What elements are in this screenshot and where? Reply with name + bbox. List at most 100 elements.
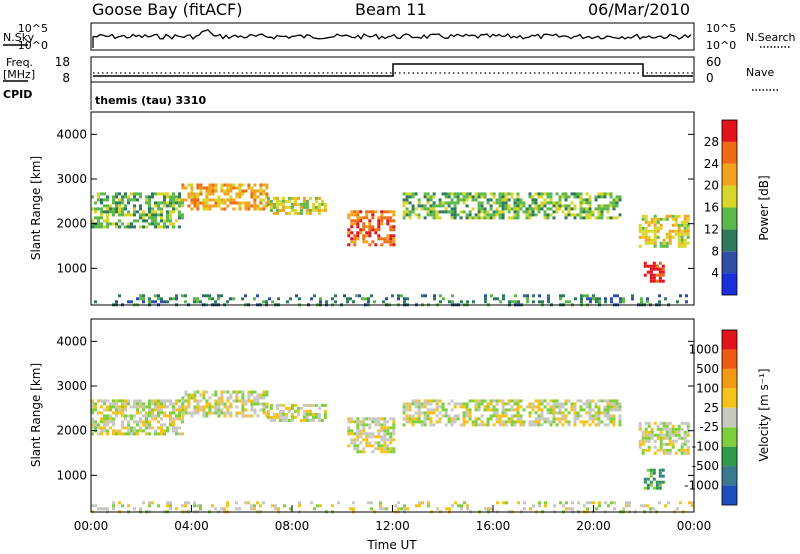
heatmap-cell [127, 432, 130, 436]
heatmap-cell [650, 238, 654, 242]
heatmap-cell [612, 405, 616, 409]
heatmap-cell [253, 402, 257, 406]
heatmap-cell [531, 402, 535, 406]
heatmap-cell [97, 507, 100, 511]
heatmap-cell [97, 219, 100, 223]
heatmap-cell [281, 415, 285, 419]
heatmap-cell [278, 412, 282, 416]
heatmap-cell [202, 396, 206, 400]
heatmap-cell [450, 210, 454, 214]
heatmap-cell [559, 297, 562, 301]
heatmap-cell [622, 507, 625, 511]
heatmap-cell [142, 297, 145, 301]
heatmap-cell [214, 300, 217, 304]
heatmap-cell [142, 213, 145, 217]
heatmap-cell [658, 279, 662, 283]
heatmap-cell [293, 202, 297, 206]
heatmap-cell [492, 213, 496, 217]
heatmap-cell [358, 294, 361, 298]
heatmap-cell [187, 396, 191, 400]
heatmap-cell [565, 507, 568, 511]
heatmap-cell [124, 207, 127, 211]
heatmap-cell [450, 198, 454, 202]
heatmap-cell [269, 205, 273, 209]
heatmap-cell [217, 408, 221, 412]
heatmap-cell [544, 501, 547, 505]
colorbar-swatch [722, 163, 737, 186]
heatmap-cell [649, 480, 653, 484]
heatmap-cell [220, 393, 224, 397]
heatmap-cell [456, 195, 460, 199]
heatmap-cell [139, 204, 142, 208]
heatmap-cell [429, 210, 433, 214]
heatmap-cell [347, 432, 351, 436]
colorbar-tick-label: -500 [692, 459, 719, 473]
heatmap-cell [588, 402, 592, 406]
heatmap-cell [444, 414, 448, 418]
heatmap-cell [142, 501, 145, 505]
heatmap-cell [100, 432, 103, 436]
heatmap-cell [91, 408, 94, 412]
heatmap-cell [109, 204, 112, 208]
heatmap-cell [266, 415, 270, 419]
heatmap-cell [564, 204, 568, 208]
heatmap-cell [103, 423, 106, 427]
heatmap-cell [367, 300, 370, 304]
heatmap-cell [142, 219, 145, 223]
heatmap-cell [389, 237, 393, 241]
heatmap-cell [232, 390, 236, 394]
heatmap-cell [691, 504, 694, 508]
heatmap-cell [181, 405, 184, 409]
heatmap-cell [441, 405, 445, 409]
heatmap-cell [652, 276, 656, 280]
heatmap-cell [680, 232, 684, 236]
heatmap-cell [426, 417, 430, 421]
heatmap-cell [124, 402, 127, 406]
heatmap-cell [380, 438, 384, 442]
heatmap-cell [353, 210, 357, 214]
heatmap-cell [483, 423, 487, 427]
heatmap-cell [406, 297, 409, 301]
heatmap-cell [217, 399, 221, 403]
heatmap-cell [238, 201, 242, 205]
heatmap-cell [468, 216, 472, 220]
heatmap-cell [103, 210, 106, 214]
heatmap-cell [178, 432, 181, 436]
heatmap-cell [359, 219, 363, 223]
heatmap-cell [118, 201, 121, 205]
heatmap-cell [244, 204, 248, 208]
heatmap-cell [103, 219, 106, 223]
heatmap-cell [570, 402, 574, 406]
heatmap-cell [256, 402, 260, 406]
heatmap-cell [323, 403, 327, 407]
heatmap-cell [456, 402, 460, 406]
heatmap-cell [501, 198, 505, 202]
heatmap-cell [643, 261, 647, 265]
heatmap-cell [492, 192, 496, 196]
heatmap-cell [269, 415, 273, 419]
heatmap-cell [290, 412, 294, 416]
heatmap-cell [97, 192, 100, 196]
heatmap-cell [187, 192, 191, 196]
heatmap-cell [148, 399, 151, 403]
heatmap-cell [486, 402, 490, 406]
heatmap-cell [172, 210, 175, 214]
heatmap-cell [208, 297, 211, 301]
heatmap-cell [281, 205, 285, 209]
heatmap-cell [558, 195, 562, 199]
heatmap-cell [350, 240, 354, 244]
heatmap-cell [202, 204, 206, 208]
heatmap-cell [145, 420, 148, 424]
heatmap-cell [643, 273, 647, 277]
heatmap-cell [652, 261, 656, 265]
heatmap-cell [686, 223, 690, 227]
heatmap-cell [450, 213, 454, 217]
heatmap-cell [586, 507, 589, 511]
heatmap-cell [646, 486, 650, 490]
heatmap-cell [543, 213, 547, 217]
heatmap-cell [423, 405, 427, 409]
heatmap-cell [217, 396, 221, 400]
heatmap-cell [661, 279, 665, 283]
heatmap-cell [604, 501, 607, 505]
heatmap-cell [392, 417, 396, 421]
